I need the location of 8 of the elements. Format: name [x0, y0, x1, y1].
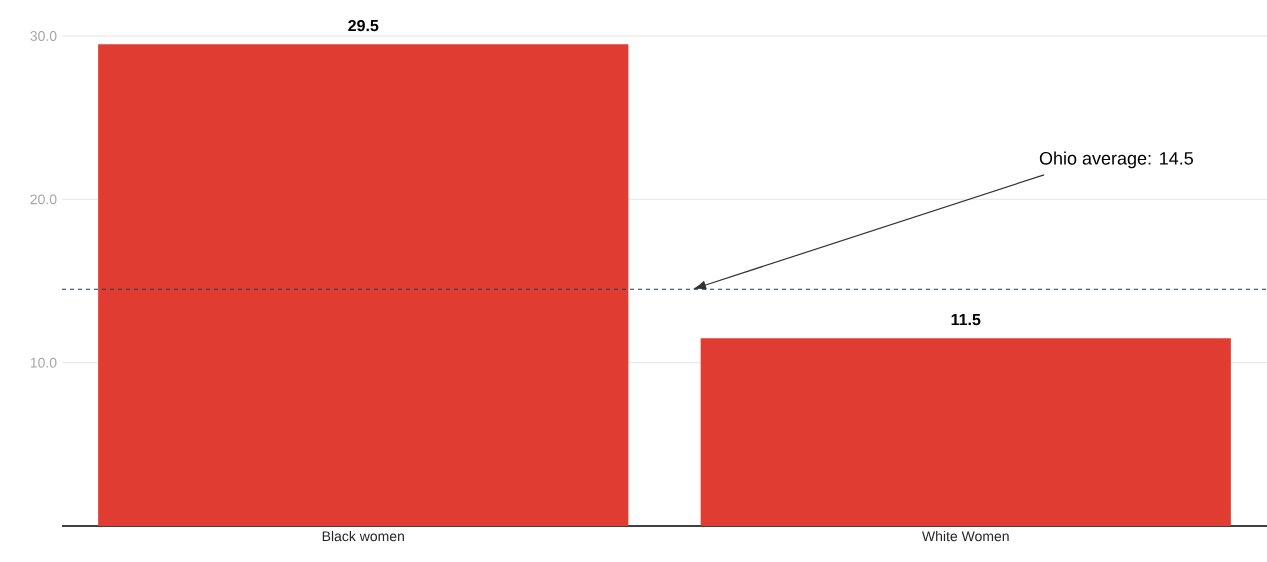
- data-label: 29.5: [348, 19, 379, 32]
- y-tick-label: 30.0: [30, 31, 57, 41]
- x-tick-label: White Women: [921, 530, 1009, 542]
- data-label: 11.5: [951, 314, 981, 326]
- y-tick-label: 10.0: [30, 357, 57, 368]
- x-tick-label: Black women: [322, 530, 404, 542]
- ref-line-label: Ohio average: 14.5: [1039, 151, 1193, 169]
- y-tick-label: 20.0: [30, 194, 57, 205]
